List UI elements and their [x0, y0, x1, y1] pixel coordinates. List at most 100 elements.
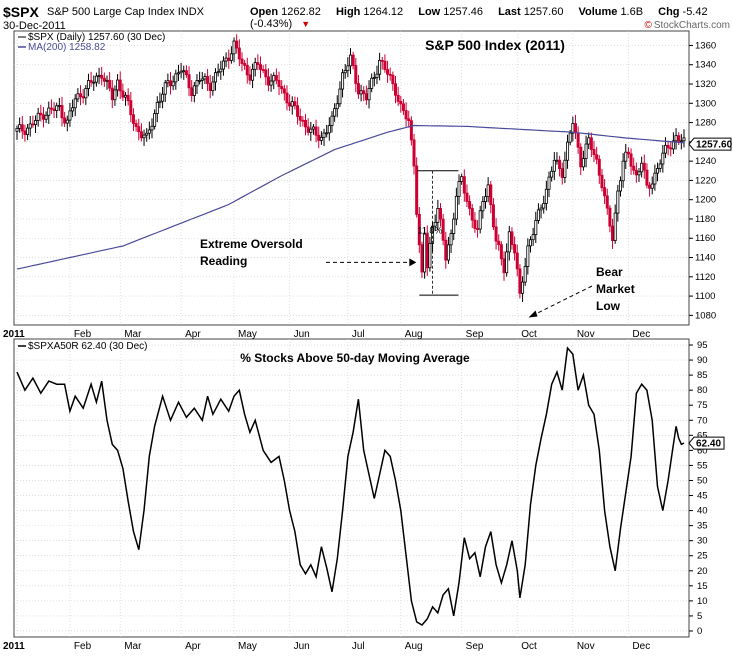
candle	[142, 129, 146, 146]
candle	[367, 80, 371, 109]
candle	[277, 71, 281, 96]
candle	[356, 74, 360, 99]
candle-body	[309, 128, 313, 133]
breadth-tick-label: 15	[697, 581, 708, 592]
candle-body	[595, 154, 599, 160]
candle	[147, 121, 151, 140]
candle-body	[243, 63, 247, 66]
breadth-tick-label: 30	[697, 536, 708, 547]
price-panel-frame	[13, 30, 690, 326]
candle-body	[256, 62, 260, 65]
candle	[502, 251, 506, 281]
candle-body	[383, 60, 387, 70]
candle	[489, 181, 493, 214]
candle	[253, 57, 257, 77]
candle	[309, 121, 313, 141]
candle-body	[192, 85, 196, 96]
candle	[190, 80, 194, 102]
candle	[311, 124, 315, 135]
candle	[412, 133, 416, 175]
candle-body	[129, 100, 133, 116]
candle-body	[76, 93, 80, 100]
candle	[608, 205, 612, 233]
candle-body	[108, 79, 112, 89]
candle-body	[89, 80, 93, 83]
candle	[288, 94, 292, 112]
candle-body	[163, 82, 167, 95]
index-name: S&P 500 Large Cap Index INDX	[47, 6, 204, 18]
candle	[219, 60, 223, 80]
candle-body	[288, 102, 292, 107]
candle-body	[346, 65, 350, 71]
candle	[679, 133, 683, 150]
candle-body	[49, 107, 53, 110]
candle	[362, 86, 366, 102]
candle-body	[335, 103, 339, 110]
candle	[243, 59, 247, 70]
bear-arrow-head	[528, 310, 538, 318]
candle-body	[674, 135, 678, 142]
candle-body	[637, 171, 641, 176]
candle-body	[26, 127, 30, 135]
candle	[55, 102, 59, 119]
candle-body	[68, 110, 72, 121]
candle-body	[116, 79, 120, 91]
candle	[425, 225, 429, 276]
candle	[555, 152, 559, 165]
price-tick-label: 1140	[695, 253, 715, 264]
candle-body	[478, 210, 482, 230]
breadth-tick-label: 80	[697, 385, 708, 396]
candle-body	[587, 137, 591, 145]
candle-body	[71, 107, 75, 112]
candle-body	[280, 86, 284, 90]
candle-body	[84, 88, 88, 99]
annotation-bear-2: Market	[596, 282, 635, 296]
candle-body	[404, 110, 408, 120]
price-month-label: Jun	[294, 329, 310, 340]
breadth-tick-label: 35	[697, 521, 708, 532]
candle	[592, 141, 596, 163]
candle	[396, 86, 400, 106]
candle-body	[460, 176, 464, 182]
breadth-tick-label: 55	[697, 460, 708, 471]
price-tick-label: 1100	[695, 291, 715, 302]
candle-body	[306, 126, 310, 133]
candle-body	[272, 75, 276, 82]
candle	[73, 94, 77, 117]
candle	[296, 97, 300, 125]
candle	[351, 51, 355, 70]
breadth-month-label: Sep	[466, 641, 484, 652]
candle	[290, 96, 294, 115]
candle-body	[304, 120, 308, 128]
price-last-value: 1257.60	[696, 140, 733, 151]
candle-body	[573, 123, 577, 134]
candle-body	[362, 90, 366, 95]
range-pct-label: 11.8%	[418, 225, 443, 235]
candle	[388, 67, 392, 81]
chg-value: -5.42 (-0.43%)	[250, 6, 708, 30]
annotation-extreme-2: Reading	[200, 254, 247, 268]
candle-body	[584, 143, 588, 160]
credit[interactable]: © StockCharts.com	[644, 20, 730, 31]
candle	[158, 92, 162, 109]
candle	[187, 66, 191, 97]
price-month-label: Dec	[632, 329, 650, 340]
candle-body	[359, 90, 363, 95]
candle-body	[158, 100, 162, 103]
candle-body	[81, 96, 85, 99]
candle-body	[240, 58, 244, 64]
candle-body	[423, 233, 427, 273]
breadth-tick-label: 85	[697, 370, 708, 381]
open-value: 1262.82	[281, 6, 321, 18]
breadth-tick-label: 70	[697, 415, 708, 426]
candle-body	[611, 225, 615, 241]
breadth-tick-label: 20	[697, 566, 708, 577]
candle	[383, 54, 387, 73]
candle	[409, 116, 413, 146]
candle	[94, 72, 98, 87]
breadth-month-label: Mar	[124, 641, 142, 652]
candle-body	[296, 105, 300, 117]
candle-body	[494, 226, 498, 242]
breadth-tick-label: 0	[697, 626, 702, 637]
